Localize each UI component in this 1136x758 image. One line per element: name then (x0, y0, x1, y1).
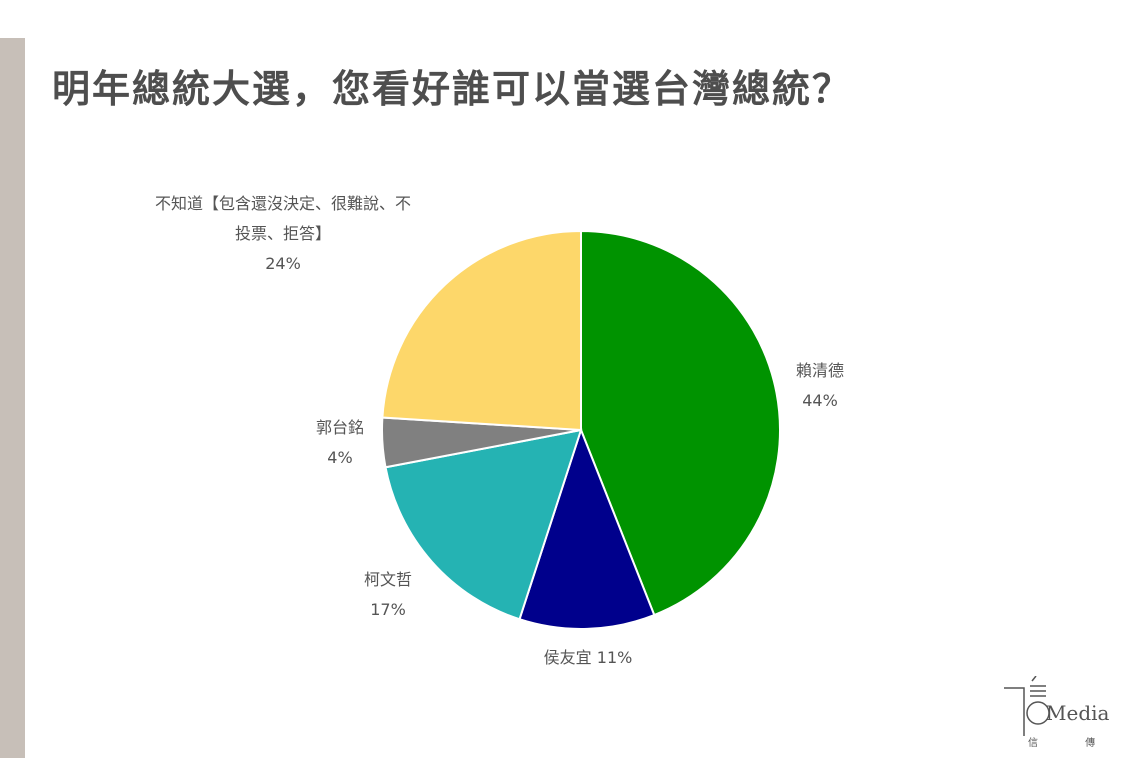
pie-slice-1 (518, 427, 656, 630)
media-logo: Media 信 傳 媒 (1004, 676, 1128, 749)
pie-label-2: 柯文哲 17% (364, 570, 412, 619)
side-accent-bar (0, 38, 25, 758)
logo-text: Media (1046, 701, 1110, 725)
pie-label-4: 不知道【包含還沒決定、很難說、不投票、拒答】 24% (155, 194, 411, 273)
pie-label-line: 侯友宜 11% (544, 648, 633, 667)
pie-label-0: 賴清德 44% (796, 361, 844, 410)
pie-slices (381, 229, 781, 630)
pie-slice-2 (384, 428, 583, 621)
pie-labels: 賴清德 44% 侯友宜 11% 柯文哲 17% 郭台銘 4% 不知道【包含還沒決定、很難說、不… (155, 194, 844, 667)
pie-label-line: 投票、拒答】 (235, 224, 331, 243)
pie-label-3: 郭台銘 4% (316, 418, 364, 467)
pie-label-1: 侯友宜 11% (544, 648, 633, 667)
pie-label-line: 4% (327, 448, 352, 467)
pie-label-line: 17% (370, 600, 406, 619)
pie-label-line: 44% (802, 391, 838, 410)
pie-label-line: 不知道【包含還沒決定、很難說、不 (155, 194, 411, 213)
pie-slice-4 (381, 229, 582, 432)
pie-label-line: 賴清德 (796, 361, 844, 380)
pie-label-line: 柯文哲 (364, 570, 412, 589)
chart-title: 明年總統大選，您看好誰可以當選台灣總統？ (52, 67, 853, 111)
pie-slice-0 (580, 229, 781, 617)
pie-label-line: 24% (265, 254, 301, 273)
logo-subtext: 信 傳 媒 (1028, 736, 1128, 749)
pie-label-line: 郭台銘 (316, 418, 364, 437)
